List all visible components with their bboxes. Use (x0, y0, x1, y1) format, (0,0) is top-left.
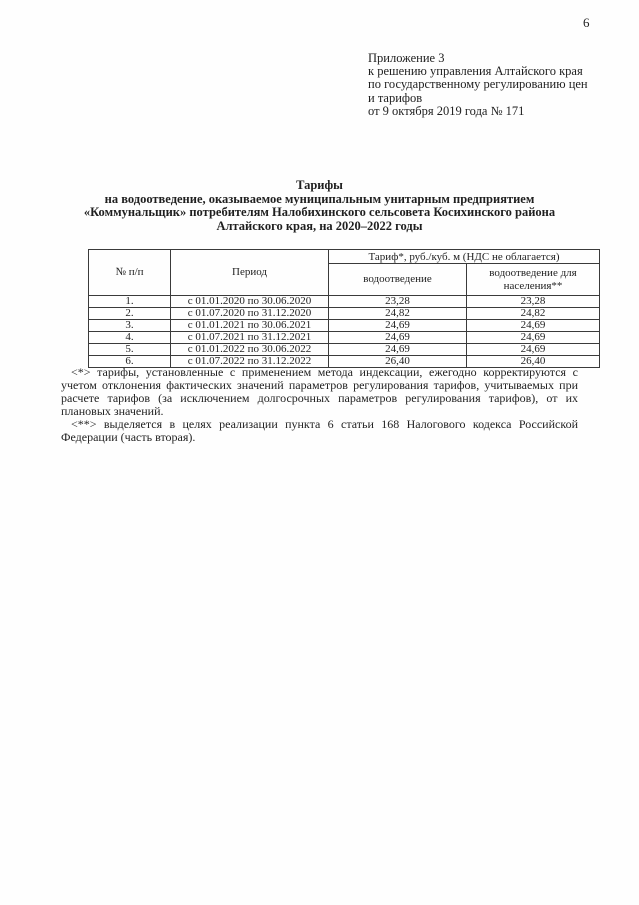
cell-sewerage: 24,82 (328, 307, 467, 320)
cell-sewerage-population: 24,69 (465, 319, 601, 332)
page-number: 6 (583, 15, 590, 30)
title-line: Тарифы (296, 178, 343, 192)
cell-sewerage: 24,69 (328, 331, 467, 344)
requisite-line: Приложение 3 (368, 51, 445, 65)
table-row: 2. с 01.07.2020 по 31.12.2020 24,82 24,8… (88, 307, 601, 320)
column-header-sewerage-population: водоотведение для населения** (465, 263, 601, 296)
cell-sewerage-population: 26,40 (465, 355, 601, 368)
cell-period: с 01.01.2020 по 30.06.2020 (170, 295, 329, 308)
cell-sewerage-population: 24,82 (465, 307, 601, 320)
document-requisites: Приложение 3 к решению управления Алтайс… (368, 51, 608, 118)
cell-number: 1. (88, 295, 171, 308)
cell-sewerage: 24,69 (328, 343, 467, 356)
footnote-tariff-indexation: <*> тарифы, установленные с применением … (61, 365, 578, 418)
cell-period: с 01.07.2022 по 31.12.2022 (170, 355, 329, 368)
requisite-line: и тарифов (368, 90, 423, 105)
cell-number: 6. (88, 355, 171, 368)
requisite-line: по государственному регулированию цен (368, 77, 588, 92)
column-header-period: Период (170, 249, 329, 296)
cell-number: 5. (88, 343, 171, 356)
requisite-line: от 9 октября 2019 года № 171 (368, 103, 525, 118)
cell-sewerage-population: 23,28 (465, 295, 601, 308)
cell-sewerage-population: 24,69 (465, 331, 601, 344)
table-row: 6. с 01.07.2022 по 31.12.2022 26,40 26,4… (88, 355, 601, 368)
title-line: Алтайского края, на 2020–2022 годы (216, 218, 423, 233)
table-row: 1. с 01.01.2020 по 30.06.2020 23,28 23,2… (88, 295, 601, 308)
cell-number: 2. (88, 307, 171, 320)
title-line: на водоотведение, оказываемое муниципаль… (104, 191, 535, 206)
title-line: «Коммунальщик» потребителям Налобихинско… (83, 205, 556, 220)
document-title: Тарифы на водоотведение, оказываемое мун… (0, 178, 639, 233)
column-header-number: № п/п (88, 249, 171, 296)
cell-period: с 01.01.2022 по 30.06.2022 (170, 343, 329, 356)
cell-period: с 01.07.2021 по 31.12.2021 (170, 331, 329, 344)
cell-sewerage: 23,28 (328, 295, 467, 308)
cell-sewerage: 26,40 (328, 355, 467, 368)
cell-number: 3. (88, 319, 171, 332)
table-row: 4. с 01.07.2021 по 31.12.2021 24,69 24,6… (88, 331, 601, 344)
footnotes-block: <*> тарифы, установленные с применением … (61, 366, 578, 444)
table-row: 3. с 01.01.2021 по 30.06.2021 24,69 24,6… (88, 319, 601, 332)
column-header-sewerage: водоотведение (328, 263, 467, 296)
footnote-tax-code: <**> выделяется в целях реализации пункт… (61, 417, 578, 444)
cell-number: 4. (88, 331, 171, 344)
column-header-tariff-group: Тариф*, руб./куб. м (НДС не облагается) (327, 249, 601, 264)
cell-sewerage-population: 24,69 (465, 343, 601, 356)
tariff-table-header: № п/п Период Тариф*, руб./куб. м (НДС не… (88, 249, 601, 296)
cell-period: с 01.01.2021 по 30.06.2021 (170, 319, 329, 332)
table-row: 5. с 01.01.2022 по 30.06.2022 24,69 24,6… (88, 343, 601, 356)
requisite-line: к решению управления Алтайского края (368, 64, 583, 79)
tariff-table: № п/п Период Тариф*, руб./куб. м (НДС не… (88, 249, 601, 368)
cell-sewerage: 24,69 (328, 319, 467, 332)
cell-period: с 01.07.2020 по 31.12.2020 (170, 307, 329, 320)
